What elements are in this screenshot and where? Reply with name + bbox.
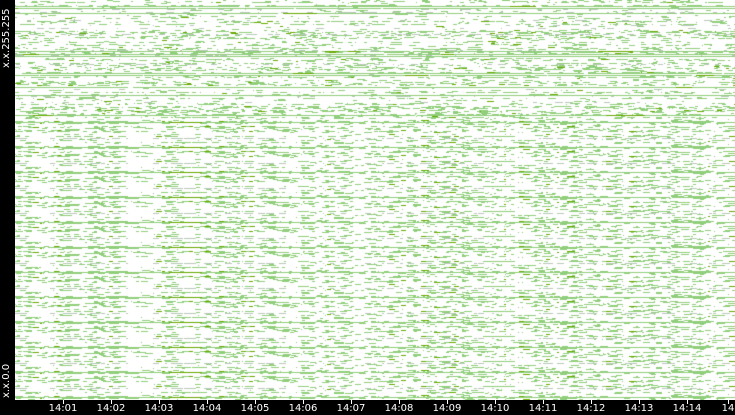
x-tick: [255, 400, 256, 404]
x-tick-label: 14:14: [672, 403, 702, 414]
heatmap-canvas: [15, 0, 735, 400]
x-tick: [447, 400, 448, 404]
x-tick-label: 14:12: [576, 403, 606, 414]
x-tick: [728, 400, 729, 404]
x-tick-label: 14:10: [480, 403, 510, 414]
x-tick-label: 14:11: [528, 403, 558, 414]
x-tick-label: 14:01: [48, 403, 78, 414]
x-tick: [111, 400, 112, 404]
x-tick-label: 14:09: [432, 403, 462, 414]
x-tick-label: 14:08: [384, 403, 414, 414]
x-tick: [159, 400, 160, 404]
plot-area: [15, 0, 735, 400]
x-tick-label: 14:05: [240, 403, 270, 414]
x-tick: [303, 400, 304, 404]
x-tick: [63, 400, 64, 404]
x-tick: [687, 400, 688, 404]
y-tick-label-bottom: x.x.0.0: [1, 363, 12, 398]
x-tick-label: 14:07: [336, 403, 366, 414]
y-tick-label-top: x.x.255.255: [1, 8, 12, 68]
x-tick-label: 14:03: [144, 403, 174, 414]
x-tick: [399, 400, 400, 404]
x-tick-label: 14:13: [624, 403, 654, 414]
x-tick: [543, 400, 544, 404]
x-tick: [639, 400, 640, 404]
x-tick: [207, 400, 208, 404]
x-tick-label: 14:06: [288, 403, 318, 414]
x-tick-label: 14: [721, 403, 735, 414]
y-axis: x.x.255.255 x.x.0.0: [0, 0, 15, 400]
x-tick: [495, 400, 496, 404]
x-tick-label: 14:04: [192, 403, 222, 414]
x-tick-label: 14:02: [96, 403, 126, 414]
x-tick: [351, 400, 352, 404]
x-axis: 14:01 14:02 14:03 14:04 14:05 14:06 14:07 14:08…: [0, 400, 735, 415]
x-tick: [591, 400, 592, 404]
